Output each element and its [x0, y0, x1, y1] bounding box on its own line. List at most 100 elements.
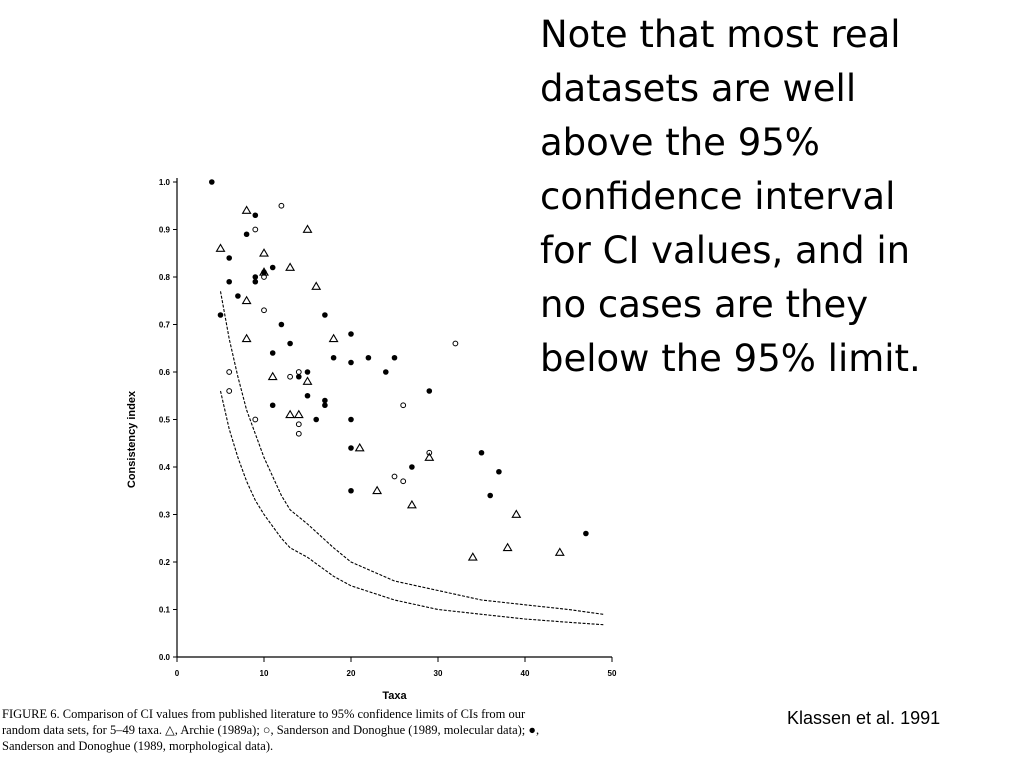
note-line: datasets are well [540, 67, 857, 110]
note-line: no cases are they [540, 283, 869, 326]
open-circle-point [226, 388, 233, 394]
open-circle-point [295, 421, 302, 428]
triangle-point [302, 224, 313, 233]
caption-line: Sanderson and Donoghue (1989, morphologi… [2, 739, 274, 753]
filled-circle-point [322, 402, 328, 409]
citation: Klassen et al. 1991 [787, 708, 941, 728]
x-tick-label: 50 [608, 669, 617, 678]
confidence-limit-curve [219, 291, 604, 615]
triangle-point [241, 205, 252, 214]
y-axis-title: Consistency index [126, 390, 138, 488]
note-line: confidence interval [540, 175, 896, 218]
y-tick-label: 0.5 [159, 416, 171, 425]
filled-circle-point [348, 416, 354, 423]
filled-circle-point [269, 350, 276, 356]
open-circle-point [452, 340, 459, 347]
open-circle-point [400, 478, 407, 485]
filled-circle-point [226, 278, 232, 285]
filled-circle-point [296, 373, 302, 380]
open-circle-point [400, 402, 407, 409]
scatter-chart: 0.0 0.1 0.2 0.3 0.4 0.5 0.6 0.7 0.8 0.9 1.0 0 10 20 30… [126, 178, 617, 702]
triangle-point [372, 485, 383, 495]
x-tick-label: 20 [347, 669, 356, 678]
x-tick-label: 30 [434, 669, 443, 678]
y-tick-label: 0.9 [159, 226, 171, 235]
y-tick-label: 0.2 [159, 558, 171, 567]
filled-circle-point [209, 179, 215, 185]
x-axis-title: Taxa [382, 690, 407, 702]
open-circle-point [252, 416, 259, 423]
triangle-point [502, 542, 513, 552]
filled-circle-point [583, 530, 589, 537]
triangle-point [259, 248, 269, 257]
y-tick-label: 0.3 [159, 511, 171, 520]
filled-circle-point [496, 468, 502, 475]
note-line: above the 95% [540, 121, 820, 164]
note-line: for CI values, and in [540, 229, 911, 272]
y-tick-label: 0.4 [159, 463, 171, 472]
filled-circle-point [383, 369, 389, 375]
filled-circle-point [217, 312, 224, 318]
filled-circle-point [426, 388, 433, 394]
filled-circle-point [278, 321, 285, 328]
open-circle-point [295, 369, 302, 375]
filled-circle-point [330, 354, 337, 361]
triangle-point [328, 333, 339, 343]
filled-circle-point [304, 392, 311, 399]
filled-circle-point [269, 402, 276, 409]
triangle-point [293, 409, 304, 419]
y-tick-label: 1.0 [159, 178, 171, 187]
filled-circle-point [226, 255, 232, 261]
caption-line: FIGURE 6. Comparison of CI values from p… [2, 707, 526, 721]
y-tick-label: 0.8 [159, 273, 171, 282]
filled-circle-point [487, 492, 494, 499]
x-tick-label: 0 [175, 669, 180, 678]
filled-circle-point [269, 264, 276, 271]
open-circle-point [287, 373, 294, 380]
y-tick-label: 0.1 [159, 606, 171, 615]
open-circle-point [426, 449, 433, 456]
x-tick-label: 10 [260, 669, 269, 678]
filled-circle-point [322, 397, 328, 404]
open-circle-point [252, 226, 259, 233]
open-circle-point [391, 473, 398, 480]
triangle-point [424, 452, 435, 461]
triangle-point [285, 409, 296, 419]
triangle-point [554, 547, 565, 556]
filled-circle-point [348, 487, 354, 494]
filled-circle-point [304, 369, 311, 375]
triangle-point [267, 371, 278, 381]
y-tick-label: 0.7 [159, 321, 171, 330]
caption-line: random data sets, for 5–49 taxa. △, Arch… [2, 723, 540, 737]
filled-circle-point [243, 231, 250, 238]
triangle-point [311, 281, 322, 290]
filled-circle-point [252, 212, 259, 219]
filled-circle-point [348, 331, 354, 337]
filled-circle-point [322, 312, 328, 318]
open-circle-point [295, 430, 302, 437]
triangle-point [241, 333, 252, 343]
open-circle-point [226, 369, 233, 375]
open-circle-point [278, 202, 285, 209]
triangle-point [285, 262, 296, 271]
note-text: Note that most real datasets are well ab… [540, 8, 1010, 386]
triangle-point [215, 243, 226, 252]
filled-circle-point [348, 359, 354, 366]
filled-circle-point [252, 274, 259, 280]
triangle-point [467, 552, 478, 561]
note-line: Note that most real [540, 13, 901, 56]
triangle-point [354, 442, 365, 452]
filled-circle-point [252, 278, 259, 285]
filled-circle-point [391, 354, 398, 361]
filled-circle-point [348, 445, 354, 451]
filled-circle-point [261, 269, 267, 276]
filled-circle-point [235, 293, 241, 299]
open-circle-point [261, 307, 267, 314]
triangle-point [511, 509, 522, 518]
note-line: below the 95% limit. [540, 337, 921, 380]
confidence-limit-curve [219, 390, 604, 626]
filled-circle-point [365, 354, 372, 361]
filled-circle-point [409, 464, 415, 470]
figure-caption: FIGURE 6. Comparison of CI values from p… [2, 706, 782, 754]
triangle-point [302, 376, 313, 385]
